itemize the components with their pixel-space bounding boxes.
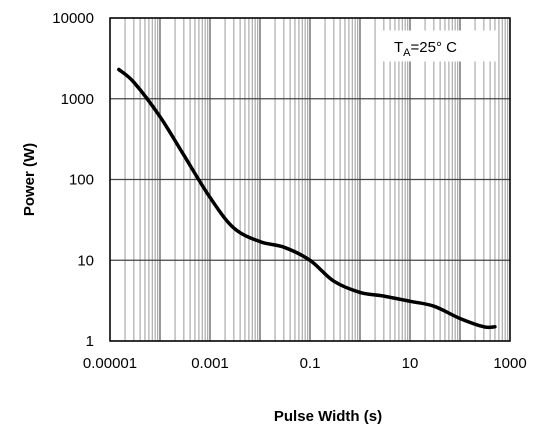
plot-frame bbox=[109, 17, 511, 342]
annotation-text: =25° C bbox=[411, 39, 458, 56]
x-tick-labels: 0.00001 0.001 0.1 10 1000 bbox=[83, 355, 527, 372]
y-tick-label: 10000 bbox=[52, 10, 94, 27]
y-axis-label: Power (W) bbox=[21, 143, 38, 216]
x-tick-label: 1000 bbox=[493, 355, 526, 372]
y-tick-label: 1000 bbox=[61, 91, 94, 108]
y-tick-labels: 1 10 100 1000 10000 bbox=[52, 10, 94, 350]
power-curve bbox=[117, 67, 497, 330]
x-tick-label: 10 bbox=[402, 355, 419, 372]
y-tick-label: 1 bbox=[86, 333, 94, 350]
x-axis-label: Pulse Width (s) bbox=[274, 408, 382, 425]
annotation-subscript: A bbox=[403, 47, 411, 59]
x-tick-label: 0.001 bbox=[191, 355, 229, 372]
grid-lines bbox=[109, 17, 511, 342]
series bbox=[117, 67, 497, 330]
x-tick-label: 0.1 bbox=[300, 355, 321, 372]
y-tick-label: 100 bbox=[69, 172, 94, 189]
annotation-box bbox=[382, 30, 496, 62]
temperature-annotation: TA=25° C bbox=[394, 39, 457, 59]
y-tick-label: 10 bbox=[77, 252, 94, 269]
annotation-main: T bbox=[394, 39, 403, 56]
x-tick-label: 0.00001 bbox=[83, 355, 137, 372]
